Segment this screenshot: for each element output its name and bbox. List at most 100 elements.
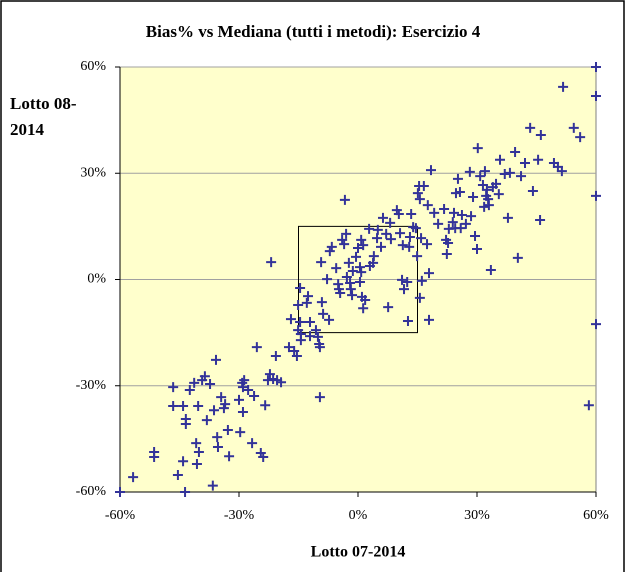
point [583, 400, 594, 411]
point [377, 212, 388, 223]
point [303, 291, 314, 302]
point [356, 267, 367, 278]
point [475, 171, 486, 182]
point [180, 414, 191, 425]
point [456, 210, 467, 221]
point [535, 215, 546, 225]
point [525, 122, 536, 133]
point [295, 283, 306, 293]
point [455, 223, 466, 234]
point [422, 239, 433, 250]
x-tick-label: -60% [105, 508, 136, 523]
point [558, 81, 569, 92]
point [270, 351, 281, 361]
point [414, 194, 425, 205]
point [424, 268, 435, 279]
point [406, 208, 417, 219]
point [399, 284, 410, 295]
point [168, 382, 179, 393]
point [433, 218, 444, 229]
point [322, 274, 333, 285]
point [383, 302, 394, 313]
point [414, 292, 425, 303]
point [184, 385, 195, 395]
y-tick-label: 30% [80, 165, 106, 180]
point [556, 166, 567, 177]
point [439, 204, 450, 215]
point [454, 187, 465, 198]
point [172, 470, 183, 480]
point [316, 257, 327, 268]
point [591, 319, 601, 330]
point [466, 211, 477, 222]
point [115, 487, 125, 497]
point [189, 377, 200, 388]
x-tick-label: 0% [349, 508, 368, 523]
point [243, 385, 254, 395]
y-tick-label: 60% [80, 59, 106, 74]
point [310, 325, 321, 336]
point [393, 208, 404, 219]
point [575, 132, 586, 143]
point [472, 244, 482, 255]
point [283, 342, 294, 353]
point [276, 377, 287, 388]
point [235, 427, 246, 438]
point [324, 314, 335, 325]
point [258, 451, 269, 462]
point [385, 217, 396, 228]
point [422, 200, 433, 211]
point [312, 331, 323, 342]
point [343, 257, 354, 268]
point [212, 432, 223, 443]
point [358, 303, 369, 314]
point [358, 240, 369, 251]
point [193, 400, 204, 411]
point [209, 405, 220, 416]
point [354, 262, 365, 273]
point [285, 314, 296, 325]
point [331, 263, 342, 274]
point [212, 442, 223, 453]
point [295, 317, 306, 327]
point [527, 185, 538, 196]
point [266, 257, 277, 268]
point [237, 382, 248, 393]
point [251, 342, 262, 353]
y-tick-label: -60% [76, 484, 107, 499]
point [448, 207, 459, 218]
y-tick-label: 0% [87, 272, 106, 287]
point [201, 415, 212, 426]
point [220, 399, 231, 410]
point [191, 438, 202, 449]
point [237, 406, 248, 417]
point [470, 230, 481, 241]
point [447, 217, 458, 228]
point [222, 425, 233, 436]
point [385, 234, 396, 245]
point [128, 472, 139, 483]
point [499, 168, 510, 179]
point [354, 276, 365, 287]
point [464, 166, 475, 177]
reference-box [298, 225, 418, 334]
point [368, 251, 379, 262]
point [301, 297, 312, 308]
x-tick-label: -30% [224, 508, 255, 523]
point [351, 251, 362, 262]
y-axis-label: Lotto 08-2014 [10, 94, 77, 139]
point [376, 241, 387, 252]
point [516, 171, 527, 182]
point [364, 223, 375, 234]
point [178, 456, 189, 467]
point [180, 487, 191, 497]
point [339, 239, 350, 250]
point [460, 218, 471, 229]
point [149, 451, 160, 462]
point [341, 272, 352, 283]
point [395, 228, 406, 239]
point [199, 371, 210, 382]
point [502, 212, 513, 223]
